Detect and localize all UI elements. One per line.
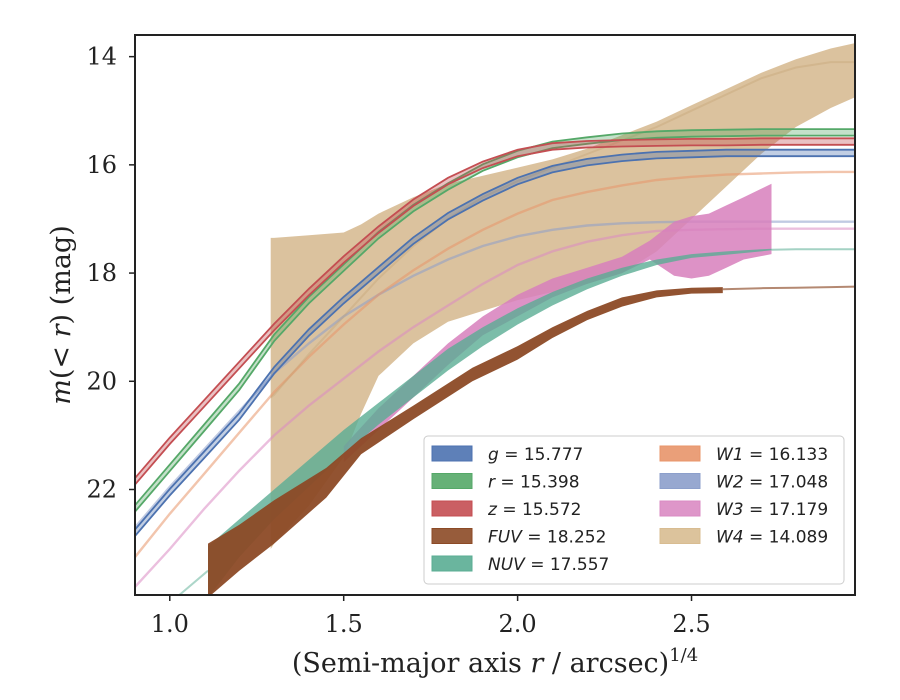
y-tick-label: 14: [86, 43, 117, 71]
line-w4: [270, 61, 855, 399]
band-w4: [270, 43, 855, 549]
y-tick-label: 16: [86, 151, 117, 179]
line-nuv-outer: [771, 248, 855, 251]
legend-swatch: [431, 528, 473, 544]
legend-label: NUV = 17.557: [488, 555, 609, 575]
legend-swatch: [431, 500, 473, 517]
y-tick-label: 20: [86, 367, 117, 395]
legend-swatch: [431, 445, 473, 462]
legend-label: W4 = 14.089: [716, 528, 828, 548]
line-r-upper: [135, 128, 855, 506]
legend-label: z = 15.572: [487, 500, 581, 520]
legend-swatch: [431, 555, 473, 572]
model-curves: [135, 61, 855, 595]
band-w3: [343, 183, 772, 463]
legend-label: g = 15.777: [488, 445, 583, 465]
y-axis: 14 16 18 20 22: [86, 43, 135, 503]
y-axis-title: m(< r) (mag): [46, 225, 77, 404]
legend-swatch: [659, 473, 701, 489]
x-tick-label: 2.0: [499, 610, 537, 638]
line-fuv-outer: [722, 285, 855, 291]
y-tick-label: 18: [86, 259, 117, 287]
x-tick-label: 1.5: [325, 610, 363, 638]
line-z-lower: [135, 143, 855, 486]
x-tick-label: 1.0: [151, 610, 189, 638]
plot-frame: [134, 34, 856, 596]
line-z-upper: [135, 137, 855, 479]
line-g-upper: [135, 148, 855, 531]
legend-swatch: [659, 445, 701, 462]
legend-label: W2 = 17.048: [716, 473, 828, 493]
y-tick-label: 22: [86, 475, 117, 503]
uncertainty-bands: [270, 43, 855, 549]
legend-box: [423, 435, 845, 585]
legend-swatch: [431, 473, 473, 489]
legend-label: W1 = 16.133: [716, 445, 828, 465]
legend: g = 15.777 r = 15.398 z = 15.572 FUV = 18.2…: [423, 435, 845, 585]
line-w1: [135, 170, 855, 558]
legend-swatch: [659, 500, 701, 517]
x-axis-title: (Semi-major axis r / arcsec)1/4: [292, 645, 698, 679]
legend-label: FUV = 18.252: [488, 528, 606, 548]
x-tick-label: 2.5: [672, 610, 710, 638]
line-r-lower: [135, 134, 855, 513]
line-nuv-inner: [177, 569, 209, 595]
legend-label: r = 15.398: [488, 473, 580, 493]
x-axis: 1.0 1.5 2.0 2.5: [151, 595, 711, 638]
legend-swatch: [659, 528, 701, 544]
legend-label: W3 = 17.179: [716, 500, 828, 520]
line-g-lower: [135, 155, 855, 537]
